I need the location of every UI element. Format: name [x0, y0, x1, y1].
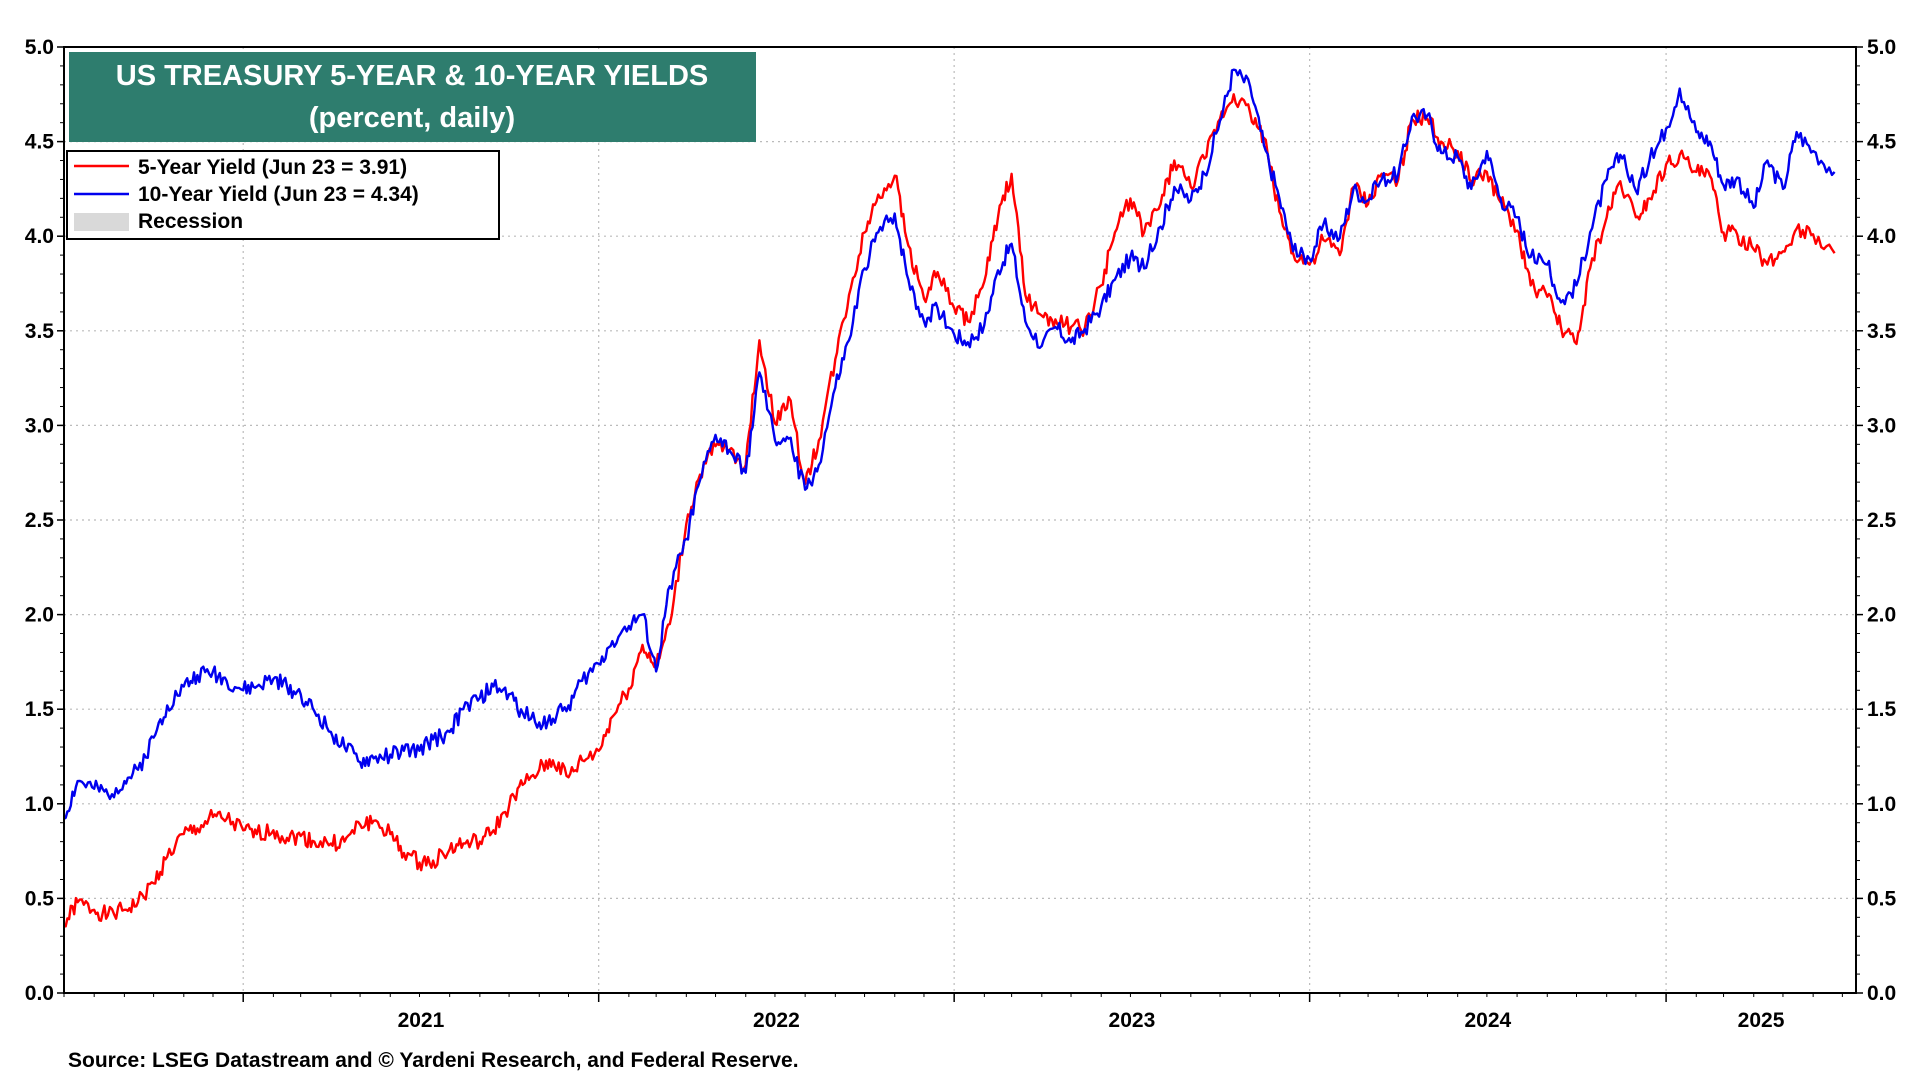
- chart-subtitle: (percent, daily): [309, 102, 515, 134]
- year-label: 2025: [1738, 1009, 1785, 1032]
- legend-box: [66, 150, 500, 240]
- right-tick-label: 1.5: [1867, 698, 1897, 721]
- year-label: 2022: [753, 1009, 800, 1032]
- left-tick-label: 0.5: [25, 887, 55, 910]
- plot-frame: [63, 46, 1857, 994]
- right-tick-label: 4.5: [1867, 131, 1897, 154]
- chart-title: US TREASURY 5-YEAR & 10-YEAR YIELDS: [116, 60, 709, 92]
- year-label: 2021: [398, 1009, 445, 1032]
- left-y-axis: 0.0 0.5 1.0 1.5 2.0 2.5 3.0 3.5 4.0 4.5 5.0: [25, 36, 64, 1005]
- left-tick-label: 4.5: [25, 131, 55, 154]
- right-tick-label: 2.0: [1867, 604, 1896, 627]
- right-tick-label: 0.5: [1867, 887, 1897, 910]
- source-note: Source: LSEG Datastream and © Yardeni Re…: [68, 1049, 799, 1072]
- left-tick-label: 5.0: [25, 36, 54, 59]
- right-tick-label: 5.0: [1867, 36, 1896, 59]
- right-tick-label: 1.0: [1867, 793, 1896, 816]
- left-tick-label: 3.5: [25, 320, 55, 343]
- x-axis: 2021 2022 2023 2024 2025: [63, 993, 1843, 1032]
- left-tick-label: 2.5: [25, 509, 55, 532]
- legend-label-10-year: 10-Year Yield (Jun 23 = 4.34): [138, 183, 419, 206]
- legend-swatch-recession: [74, 213, 129, 231]
- legend: 5-Year Yield (Jun 23 = 3.91) 10-Year Yie…: [66, 150, 500, 240]
- left-tick-label: 4.0: [25, 225, 54, 248]
- left-tick-label: 1.0: [25, 793, 54, 816]
- year-label: 2023: [1109, 1009, 1156, 1032]
- title-box: US TREASURY 5-YEAR & 10-YEAR YIELDS (per…: [69, 52, 756, 142]
- left-tick-label: 3.0: [25, 414, 54, 437]
- right-tick-label: 4.0: [1867, 225, 1896, 248]
- ten-year-yield-line: [63, 68, 1836, 820]
- legend-label-5-year: 5-Year Yield (Jun 23 = 3.91): [138, 156, 407, 179]
- right-tick-label: 3.0: [1867, 414, 1896, 437]
- right-y-axis: 0.0 0.5 1.0 1.5 2.0 2.5 3.0 3.5 4.0 4.5 5.0: [1856, 36, 1897, 1005]
- left-tick-label: 2.0: [25, 604, 54, 627]
- five-year-yield-line: [63, 93, 1836, 928]
- legend-label-recession: Recession: [138, 210, 243, 233]
- series-lines: [63, 68, 1836, 928]
- left-tick-label: 1.5: [25, 698, 55, 721]
- title-background: [69, 52, 756, 142]
- right-tick-label: 0.0: [1867, 982, 1896, 1005]
- year-label: 2024: [1465, 1009, 1512, 1032]
- left-tick-label: 0.0: [25, 982, 54, 1005]
- right-tick-label: 3.5: [1867, 320, 1897, 343]
- right-tick-label: 2.5: [1867, 509, 1897, 532]
